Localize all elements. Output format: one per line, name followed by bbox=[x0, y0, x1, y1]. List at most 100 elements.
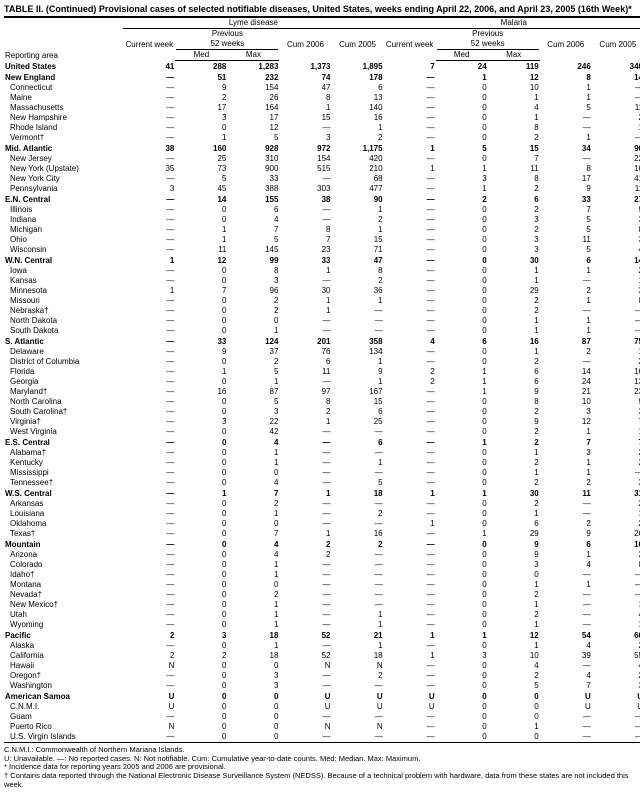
table-row: Kansas—03—2—01—1 bbox=[4, 276, 640, 286]
table-row: Wisconsin—111452371—0354 bbox=[4, 245, 640, 255]
data-cell: 2 bbox=[331, 133, 383, 143]
data-cell: — bbox=[331, 316, 383, 326]
data-cell: 14 bbox=[592, 255, 640, 266]
data-cell: 2 bbox=[540, 347, 592, 357]
table-row: E.N. Central—141553890—263327 bbox=[4, 194, 640, 205]
data-cell: N bbox=[123, 722, 175, 732]
data-cell: 1 bbox=[175, 235, 227, 245]
data-cell: — bbox=[384, 296, 436, 306]
data-cell: 11 bbox=[279, 367, 331, 377]
data-cell: 2 bbox=[123, 630, 175, 641]
data-cell: 2 bbox=[279, 407, 331, 417]
table-row: Montana—00———011— bbox=[4, 580, 640, 590]
data-cell: 9 bbox=[540, 529, 592, 539]
data-cell: 0 bbox=[436, 205, 488, 215]
table-row: Florida—151192161416 bbox=[4, 367, 640, 377]
data-cell: 0 bbox=[436, 215, 488, 225]
data-cell: 1 bbox=[227, 570, 279, 580]
data-cell: 124 bbox=[227, 336, 279, 347]
data-cell: 2 bbox=[488, 184, 540, 194]
data-cell: 25 bbox=[175, 154, 227, 164]
data-cell: 9 bbox=[592, 205, 640, 215]
data-cell: — bbox=[384, 133, 436, 143]
data-cell: — bbox=[279, 671, 331, 681]
data-cell: 22 bbox=[592, 154, 640, 164]
data-cell: 0 bbox=[175, 296, 227, 306]
data-cell: 6 bbox=[331, 407, 383, 417]
data-cell: 2 bbox=[488, 437, 540, 448]
table-row: Missouri—0211—0218 bbox=[4, 296, 640, 306]
data-cell: 0 bbox=[436, 732, 488, 743]
data-cell: 515 bbox=[279, 164, 331, 174]
data-cell: 2 bbox=[488, 306, 540, 316]
data-cell: 1 bbox=[175, 367, 227, 377]
data-cell: 164 bbox=[227, 103, 279, 113]
data-cell: — bbox=[384, 72, 436, 83]
data-cell: — bbox=[279, 600, 331, 610]
data-cell: 1 bbox=[488, 468, 540, 478]
data-cell: 154 bbox=[227, 83, 279, 93]
table-row: Indiana—04—2—0353 bbox=[4, 215, 640, 225]
area-cell: Montana bbox=[4, 580, 123, 590]
data-cell: — bbox=[384, 387, 436, 397]
data-cell: 1 bbox=[436, 437, 488, 448]
data-cell: 0 bbox=[175, 681, 227, 691]
data-cell: 1 bbox=[540, 468, 592, 478]
data-cell: — bbox=[123, 529, 175, 539]
data-cell: — bbox=[279, 215, 331, 225]
data-cell: — bbox=[540, 276, 592, 286]
data-cell: 1 bbox=[331, 610, 383, 620]
data-cell: 12 bbox=[175, 255, 227, 266]
data-cell: N bbox=[279, 722, 331, 732]
data-cell: — bbox=[384, 600, 436, 610]
table-row: South Carolina†—0326—0233 bbox=[4, 407, 640, 417]
table-row: Vermont†—1532—021— bbox=[4, 133, 640, 143]
data-cell: — bbox=[384, 539, 436, 550]
data-cell: 2 bbox=[279, 550, 331, 560]
data-cell: 1 bbox=[488, 113, 540, 123]
data-cell: — bbox=[123, 671, 175, 681]
data-cell: 0 bbox=[175, 215, 227, 225]
data-cell: — bbox=[384, 123, 436, 133]
data-cell: 8 bbox=[331, 266, 383, 276]
data-cell: 12 bbox=[488, 72, 540, 83]
col-med-m: Med bbox=[436, 50, 488, 61]
data-cell: — bbox=[123, 499, 175, 509]
data-cell: — bbox=[279, 205, 331, 215]
area-cell: W.S. Central bbox=[4, 488, 123, 499]
data-cell: 0 bbox=[227, 661, 279, 671]
data-cell: 7 bbox=[540, 681, 592, 691]
table-row: Iowa—0818—0112 bbox=[4, 266, 640, 276]
data-cell: — bbox=[384, 407, 436, 417]
data-cell: 18 bbox=[331, 488, 383, 499]
data-cell: — bbox=[540, 610, 592, 620]
data-cell: 1,895 bbox=[331, 61, 383, 73]
area-cell: Illinois bbox=[4, 205, 123, 215]
data-cell: 0 bbox=[227, 702, 279, 712]
data-cell: — bbox=[384, 529, 436, 539]
data-cell: 2 bbox=[331, 539, 383, 550]
data-cell: — bbox=[279, 174, 331, 184]
data-cell: 900 bbox=[227, 164, 279, 174]
data-cell: 18 bbox=[227, 630, 279, 641]
data-cell: 0 bbox=[436, 478, 488, 488]
data-cell: 33 bbox=[227, 174, 279, 184]
table-row: HawaiiN00NN—04—4 bbox=[4, 661, 640, 671]
data-cell: 21 bbox=[540, 387, 592, 397]
data-cell: 36 bbox=[331, 286, 383, 296]
data-cell: 1 bbox=[540, 427, 592, 437]
data-cell: 2 bbox=[384, 367, 436, 377]
data-cell: 1 bbox=[331, 225, 383, 235]
data-cell: 15 bbox=[331, 235, 383, 245]
table-row: W.N. Central112993347—030614 bbox=[4, 255, 640, 266]
data-cell: 6 bbox=[488, 367, 540, 377]
col-med-l: Med bbox=[175, 50, 227, 61]
data-cell: 33 bbox=[540, 194, 592, 205]
data-cell: 4 bbox=[227, 539, 279, 550]
data-cell: — bbox=[384, 306, 436, 316]
data-cell: 0 bbox=[175, 448, 227, 458]
data-cell: 0 bbox=[436, 702, 488, 712]
data-cell: 1 bbox=[331, 123, 383, 133]
data-cell: 0 bbox=[175, 427, 227, 437]
data-cell: 1 bbox=[123, 255, 175, 266]
